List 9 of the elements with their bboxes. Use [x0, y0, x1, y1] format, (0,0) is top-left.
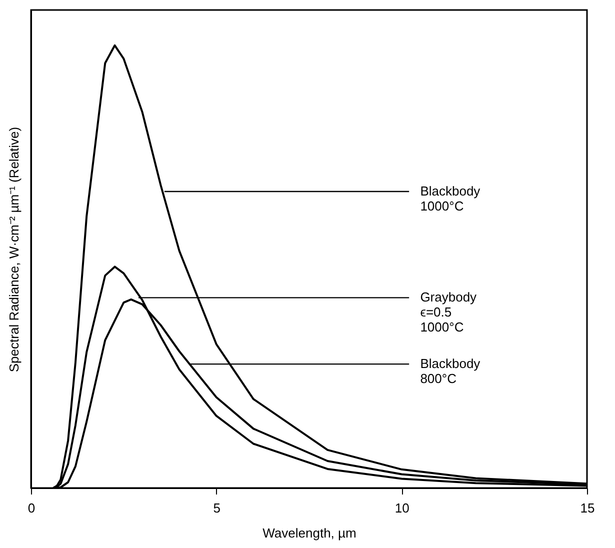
x-tick-label: 10: [394, 500, 410, 516]
x-axis-title: Wavelength, µm: [262, 526, 356, 540]
x-tick-label: 0: [28, 500, 36, 516]
x-tick-label: 5: [213, 500, 220, 516]
annotation: Graybody ϵ=0.5 1000°C: [420, 290, 478, 335]
y-axis-title: Spectral Radiance, W·cm⁻² µm⁻¹ (Relative): [6, 126, 22, 372]
annotation: Blackbody 800°C: [420, 356, 481, 386]
x-tick-label: 15: [580, 500, 595, 516]
annotation: Blackbody 1000°C: [420, 183, 481, 214]
